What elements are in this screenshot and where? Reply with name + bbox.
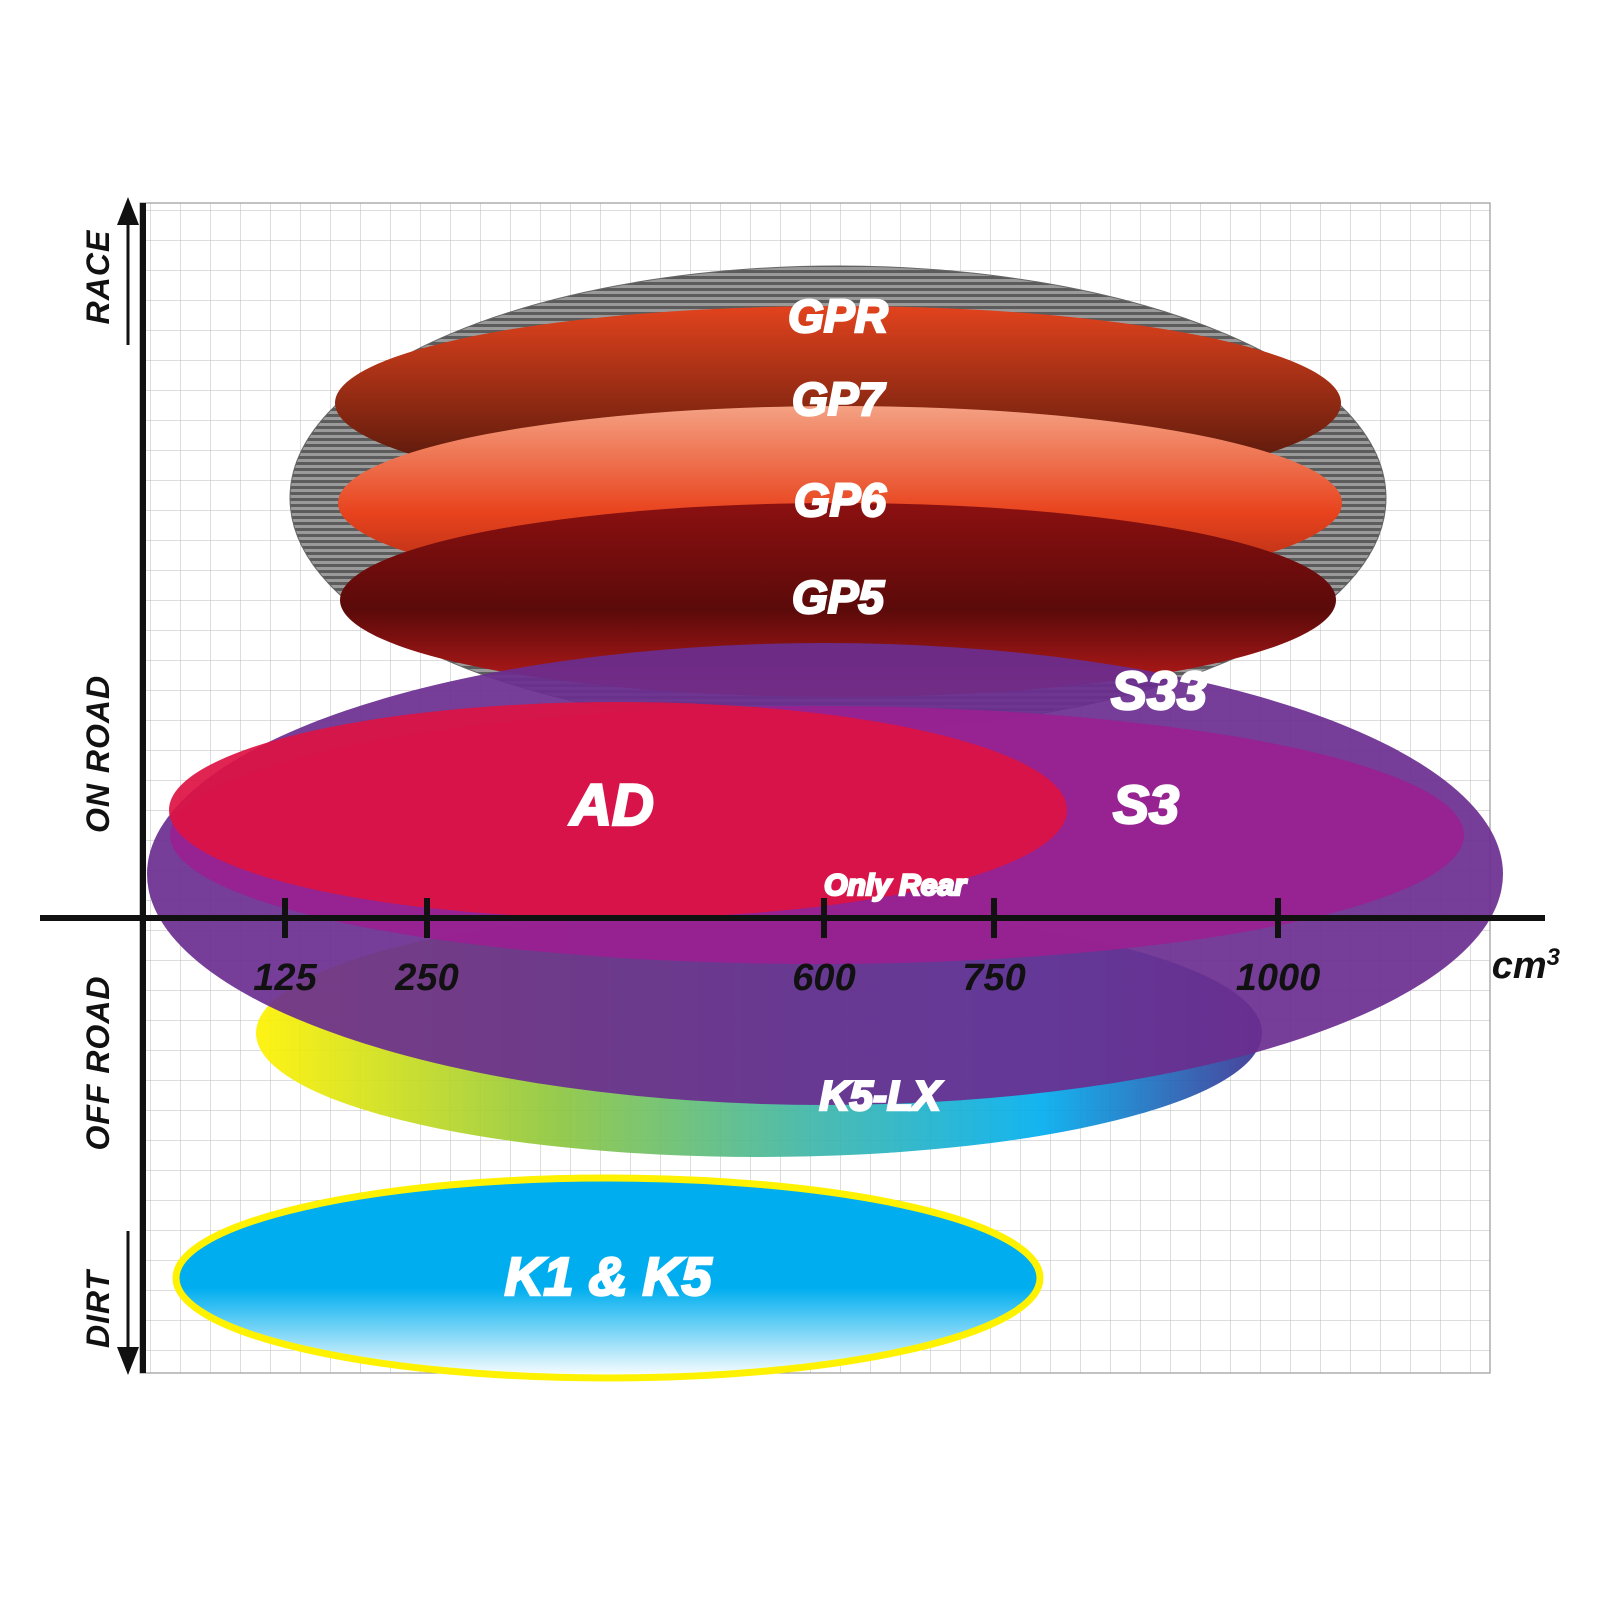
- svg-text:125: 125: [253, 957, 317, 999]
- svg-text:S3: S3: [1113, 775, 1179, 835]
- svg-text:Only Rear: Only Rear: [824, 869, 968, 902]
- svg-text:S33: S33: [1111, 661, 1207, 721]
- svg-text:600: 600: [792, 957, 855, 999]
- svg-text:ON ROAD: ON ROAD: [80, 675, 116, 833]
- svg-text:AD: AD: [568, 773, 654, 838]
- svg-text:cm3: cm3: [1492, 944, 1561, 988]
- svg-text:RACE: RACE: [80, 229, 116, 324]
- svg-text:1000: 1000: [1236, 957, 1321, 999]
- svg-text:750: 750: [962, 957, 1025, 999]
- svg-text:GP5: GP5: [792, 571, 885, 623]
- svg-text:K5-LX: K5-LX: [819, 1072, 943, 1119]
- svg-text:K1 & K5: K1 & K5: [504, 1247, 712, 1307]
- svg-text:GP6: GP6: [794, 474, 886, 526]
- svg-text:OFF ROAD: OFF ROAD: [80, 975, 116, 1150]
- svg-text:GPR: GPR: [788, 290, 888, 342]
- svg-text:DIRT: DIRT: [80, 1269, 116, 1349]
- svg-text:250: 250: [394, 957, 458, 999]
- svg-text:GP7: GP7: [792, 373, 886, 425]
